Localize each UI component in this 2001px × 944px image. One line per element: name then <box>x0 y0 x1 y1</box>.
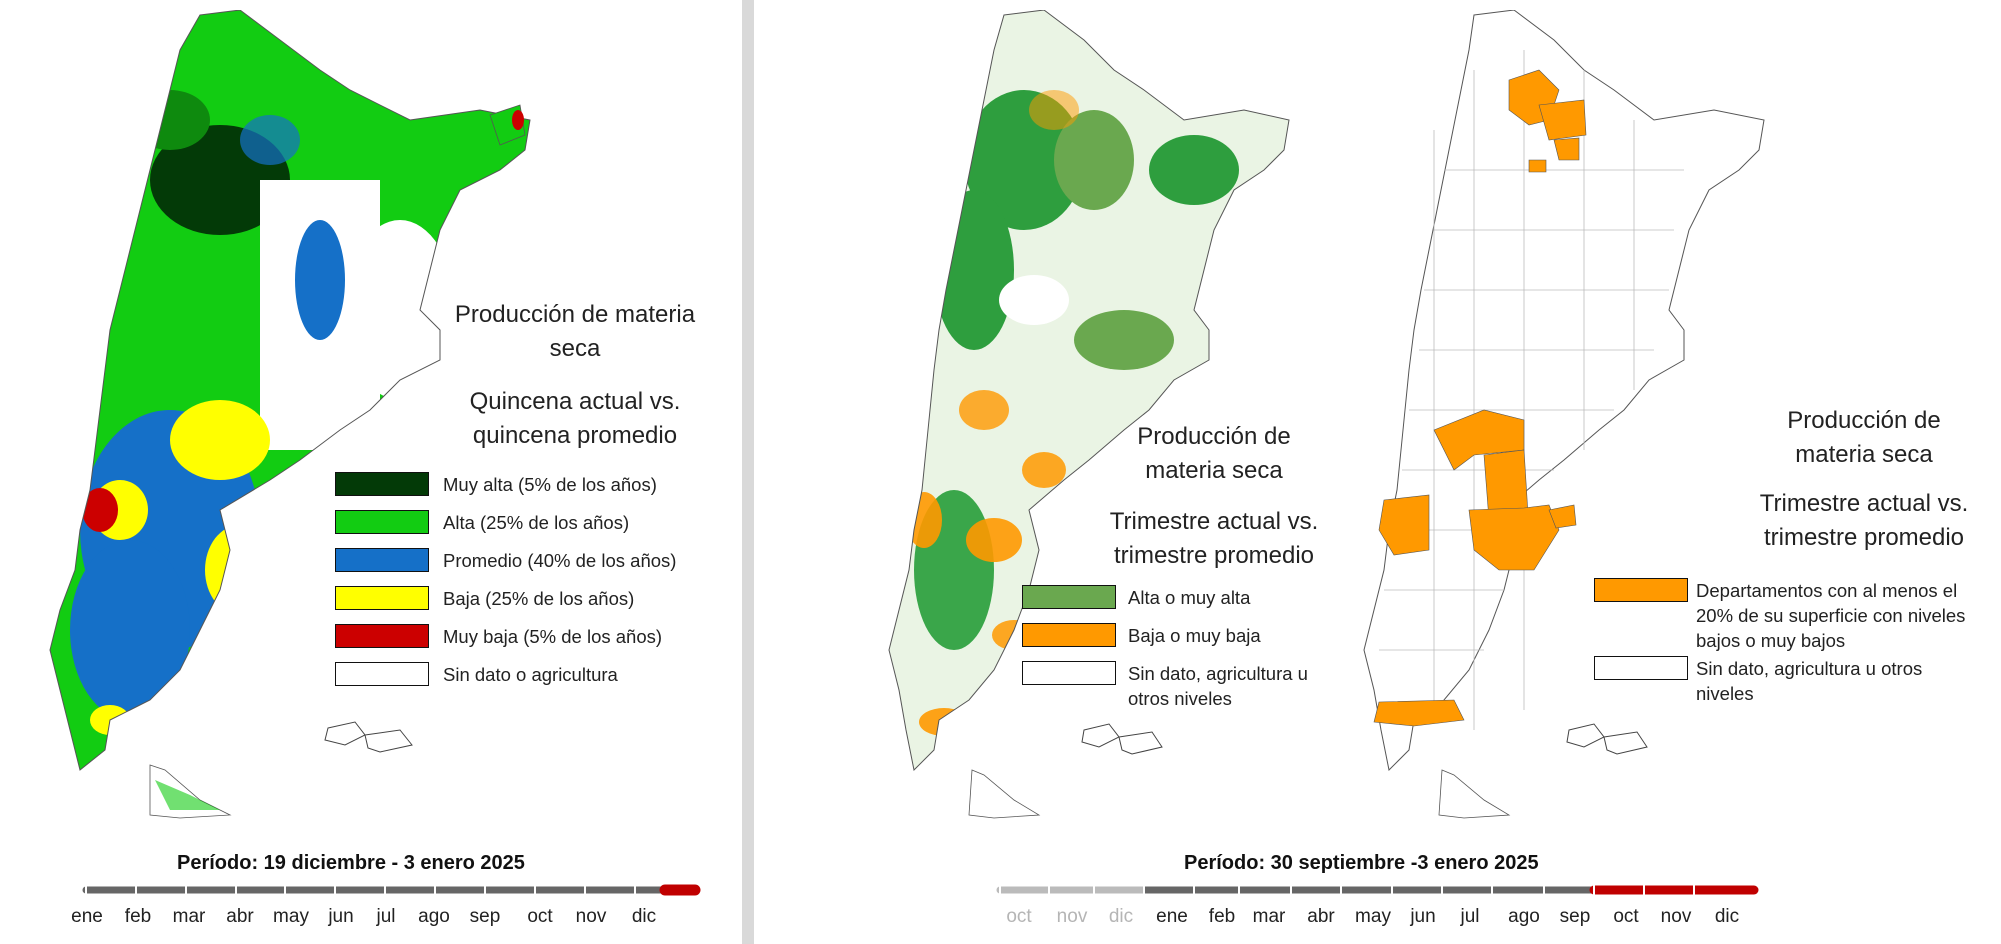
legend-label: 20% de su superficie con niveles <box>1696 605 1966 626</box>
argentina-map-biweekly <box>49 10 531 819</box>
legend-label: Sin dato, agricultura u <box>1128 663 1308 684</box>
month-label: feb <box>124 906 152 927</box>
legend-swatch <box>1022 585 1116 609</box>
month-label: jul <box>1460 906 1480 927</box>
legend-label: Baja o muy baja <box>1128 625 1261 646</box>
month-label: mar <box>1252 906 1286 927</box>
month-label: jun <box>328 906 354 927</box>
legend-swatch <box>335 662 429 686</box>
title-line: Producción de materia <box>454 301 696 328</box>
map-title-departments: Producción de materia seca <box>1739 404 1989 472</box>
month-label-previous: nov <box>1056 906 1088 927</box>
map-title-quarterly: Producción de materia seca <box>1094 420 1334 488</box>
panel-biweekly: Producción de materia seca Quincena actu… <box>0 0 742 944</box>
month-label: ago <box>1508 906 1540 927</box>
legend-swatch <box>1022 623 1116 647</box>
legend-label: Alta (25% de los años) <box>443 512 630 533</box>
map-subtitle-quarterly: Trimestre actual vs. trimestre promedio <box>1094 505 1334 573</box>
subtitle-line: trimestre promedio <box>1763 524 1965 551</box>
subtitle-line: quincena promedio <box>472 422 678 449</box>
subtitle-line: Quincena actual vs. <box>469 388 681 415</box>
timeline-quarterly <box>996 884 1759 896</box>
month-label: sep <box>1559 906 1591 927</box>
month-label: dic <box>631 906 657 927</box>
month-label: may <box>1355 906 1391 927</box>
legend-swatch <box>335 510 429 534</box>
legend-label: Alta o muy alta <box>1128 587 1251 608</box>
legend-label: Muy baja (5% de los años) <box>443 626 663 647</box>
month-label: oct <box>1613 906 1639 927</box>
month-label: feb <box>1208 906 1236 927</box>
month-label: abr <box>1307 906 1335 927</box>
month-label: ene <box>71 906 103 927</box>
month-label: ago <box>418 906 450 927</box>
map-subtitle-departments: Trimestre actual vs. trimestre promedio <box>1739 487 1989 555</box>
argentina-map-departments <box>1363 10 1765 819</box>
subtitle-line: Trimestre actual vs. <box>1109 508 1319 535</box>
legend-label: Muy alta (5% de los años) <box>443 474 657 495</box>
month-label: nov <box>1660 906 1692 927</box>
month-label: jul <box>376 906 396 927</box>
month-label: dic <box>1714 906 1740 927</box>
panel-divider <box>742 0 754 944</box>
legend-label: Baja (25% de los años) <box>443 588 635 609</box>
legend-label: bajos o muy bajos <box>1696 630 1846 651</box>
timeline-biweekly <box>82 884 701 896</box>
legend-label: Sin dato, agricultura u otros <box>1696 658 1923 679</box>
month-label: ene <box>1156 906 1188 927</box>
panel-quarterly: Producción de materia seca Trimestre act… <box>754 0 2001 944</box>
period-label-quarterly: Período: 30 septiembre -3 enero 2025 <box>1184 852 1539 874</box>
month-label: may <box>273 906 309 927</box>
month-label-previous: oct <box>1006 906 1032 927</box>
month-label: oct <box>527 906 553 927</box>
legend-swatch <box>335 472 429 496</box>
legend-label: Sin dato o agricultura <box>443 664 618 685</box>
subtitle-line: Trimestre actual vs. <box>1759 490 1969 517</box>
month-label: mar <box>172 906 206 927</box>
title-line: materia seca <box>1795 441 1933 468</box>
legend-swatch <box>335 624 429 648</box>
legend-swatch <box>1594 578 1688 602</box>
subtitle-line: trimestre promedio <box>1113 542 1315 569</box>
title-line: Producción de <box>1787 407 1941 434</box>
legend-swatch <box>335 548 429 572</box>
legend-label: niveles <box>1696 683 1754 704</box>
legend-swatch <box>1022 661 1116 685</box>
map-title-biweekly: Producción de materia seca <box>425 298 725 366</box>
month-label: sep <box>469 906 501 927</box>
legend-label: Departamentos con al menos el <box>1696 580 1958 601</box>
month-label: jun <box>1410 906 1436 927</box>
period-label-biweekly: Período: 19 diciembre - 3 enero 2025 <box>177 852 525 874</box>
month-label-previous: dic <box>1108 906 1134 927</box>
title-line: materia seca <box>1145 457 1283 484</box>
month-label: nov <box>575 906 607 927</box>
month-label: abr <box>226 906 254 927</box>
legend-swatch <box>1594 656 1688 680</box>
legend-label: otros niveles <box>1128 688 1232 709</box>
legend-swatch <box>335 586 429 610</box>
title-line: seca <box>549 335 601 362</box>
title-line: Producción de <box>1137 423 1291 450</box>
map-subtitle-biweekly: Quincena actual vs. quincena promedio <box>425 385 725 453</box>
legend-label: Promedio (40% de los años) <box>443 550 677 571</box>
